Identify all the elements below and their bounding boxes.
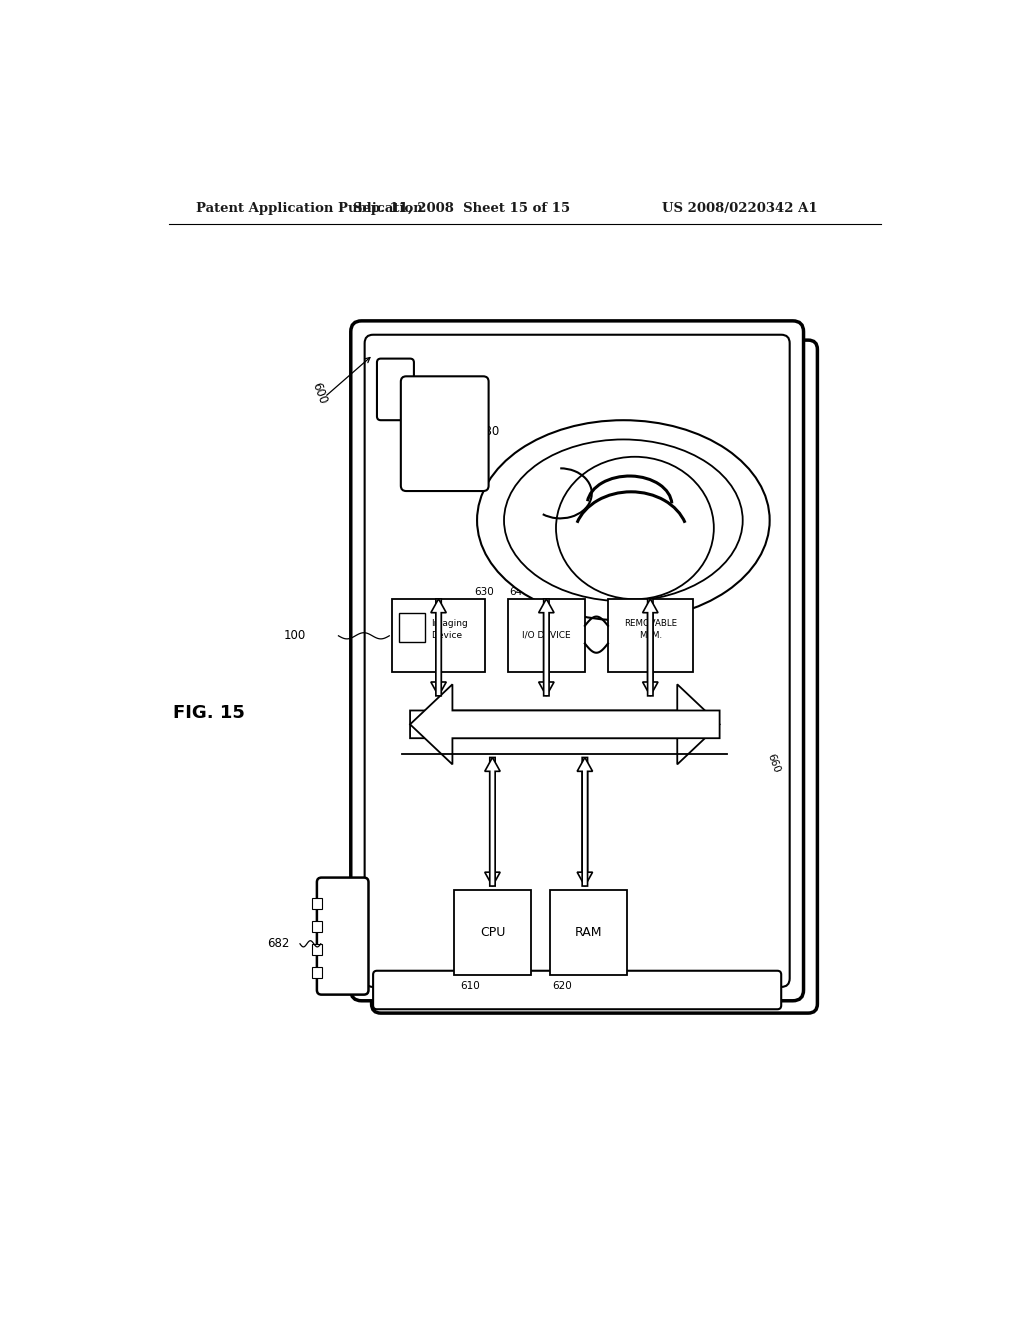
- FancyArrow shape: [578, 758, 593, 886]
- FancyBboxPatch shape: [373, 970, 781, 1010]
- Bar: [608, 599, 692, 672]
- FancyArrow shape: [484, 758, 500, 886]
- FancyArrow shape: [643, 599, 658, 696]
- Text: 600: 600: [309, 380, 329, 407]
- FancyArrow shape: [643, 599, 658, 696]
- Bar: [311, 966, 323, 978]
- Text: 660: 660: [766, 752, 782, 774]
- Bar: [311, 921, 323, 932]
- FancyBboxPatch shape: [365, 335, 790, 987]
- Text: 610: 610: [460, 981, 480, 991]
- FancyBboxPatch shape: [372, 341, 817, 1014]
- Bar: [311, 944, 323, 956]
- Bar: [398, 612, 425, 642]
- FancyBboxPatch shape: [351, 321, 804, 1001]
- Bar: [410, 710, 720, 738]
- Ellipse shape: [556, 457, 714, 599]
- Text: I/O DEVICE: I/O DEVICE: [522, 631, 570, 639]
- FancyArrow shape: [539, 599, 554, 696]
- FancyArrow shape: [431, 599, 446, 696]
- Text: 682: 682: [267, 937, 290, 950]
- Text: 630: 630: [474, 587, 494, 597]
- Ellipse shape: [477, 420, 770, 620]
- Text: Sep. 11, 2008  Sheet 15 of 15: Sep. 11, 2008 Sheet 15 of 15: [353, 202, 570, 215]
- Text: 100: 100: [284, 630, 306, 643]
- Text: REMOVABLE
MEM.: REMOVABLE MEM.: [624, 619, 677, 640]
- Text: Patent Application Publication: Patent Application Publication: [196, 202, 423, 215]
- Text: 640: 640: [509, 587, 529, 597]
- Text: 620: 620: [553, 981, 572, 991]
- FancyArrow shape: [410, 684, 720, 764]
- FancyBboxPatch shape: [400, 376, 488, 491]
- Bar: [392, 599, 484, 672]
- FancyArrow shape: [431, 599, 446, 696]
- Text: RAM: RAM: [574, 925, 602, 939]
- Text: US 2008/0220342 A1: US 2008/0220342 A1: [662, 202, 817, 215]
- FancyArrow shape: [578, 758, 593, 886]
- Bar: [454, 890, 531, 974]
- Bar: [550, 890, 628, 974]
- Text: FIG. 15: FIG. 15: [173, 704, 245, 722]
- FancyArrow shape: [484, 758, 500, 886]
- Bar: [508, 599, 585, 672]
- FancyBboxPatch shape: [377, 359, 414, 420]
- Text: CPU: CPU: [480, 925, 505, 939]
- Text: 680: 680: [477, 425, 500, 438]
- Bar: [311, 898, 323, 909]
- Text: 650: 650: [608, 587, 628, 597]
- FancyArrow shape: [539, 599, 554, 696]
- Text: Imaging
Device: Imaging Device: [431, 619, 468, 640]
- FancyArrow shape: [410, 684, 720, 764]
- Ellipse shape: [504, 440, 742, 601]
- FancyBboxPatch shape: [316, 878, 369, 995]
